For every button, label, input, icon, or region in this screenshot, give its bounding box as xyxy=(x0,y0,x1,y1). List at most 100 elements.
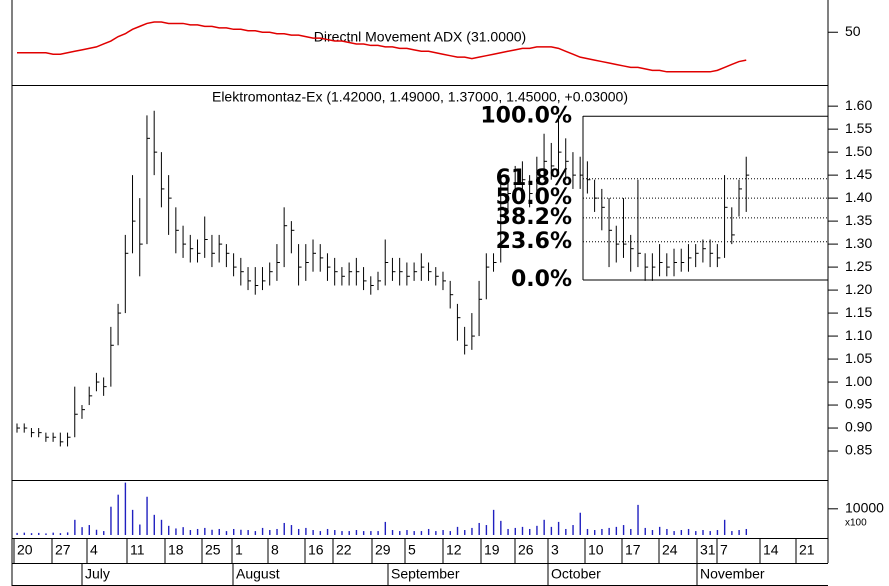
day-label: 4 xyxy=(90,542,98,558)
day-label: 24 xyxy=(662,542,678,558)
volume-bar xyxy=(377,531,379,535)
month-label: November xyxy=(700,566,765,582)
volume-bar xyxy=(247,530,249,535)
volume-bar xyxy=(500,520,502,535)
volume-bar xyxy=(464,530,466,535)
day-label: 5 xyxy=(408,542,416,558)
fib-label: 100.0% xyxy=(480,103,572,128)
volume-bar xyxy=(521,526,524,535)
volume-bar xyxy=(615,526,618,535)
y-tick-label: 1.55 xyxy=(845,120,872,136)
volume-bar xyxy=(59,533,62,535)
day-label: 8 xyxy=(271,542,279,558)
day-label: 22 xyxy=(336,542,352,558)
y-tick-label: 1.05 xyxy=(845,350,872,366)
volume-bar xyxy=(723,519,726,535)
volume-bar xyxy=(66,532,69,535)
fib-label: 38.2% xyxy=(496,205,572,230)
volume-bar xyxy=(529,528,531,535)
y-tick-label: 1.60 xyxy=(845,97,872,113)
day-label: 27 xyxy=(55,542,71,558)
y-tick-label: 1.40 xyxy=(845,189,872,205)
y-tick-label: 1.45 xyxy=(845,166,872,182)
volume-bar xyxy=(630,528,632,535)
volume-bar xyxy=(131,509,134,535)
volume-bar xyxy=(666,528,668,535)
volume-bar xyxy=(543,519,545,535)
volume-bar xyxy=(341,531,343,535)
day-label: 19 xyxy=(484,542,500,558)
y-tick-label: 0.95 xyxy=(845,396,872,412)
volume-unit: x100 xyxy=(845,518,867,529)
price-title: Elektromontaz-Ex (1.42000, 1.49000, 1.37… xyxy=(212,89,628,105)
volume-bar xyxy=(644,527,646,535)
y-tick-label: 1.15 xyxy=(845,304,872,320)
volume-bar xyxy=(110,506,112,535)
volume-bar xyxy=(427,528,430,535)
y-tick-label: 1.30 xyxy=(845,235,872,251)
y-tick-label: 1.10 xyxy=(845,327,872,343)
volume-bar xyxy=(413,531,415,535)
volume-bar xyxy=(261,527,264,535)
fib-label: 0.0% xyxy=(511,267,572,292)
volume-bar xyxy=(687,528,690,535)
volume-bar xyxy=(492,509,495,535)
volume-bar xyxy=(319,531,322,535)
day-label: 10 xyxy=(588,542,604,558)
day-label: 12 xyxy=(446,542,462,558)
month-label: August xyxy=(236,566,280,582)
adx-line xyxy=(17,21,747,73)
volume-bar xyxy=(384,521,387,535)
volume-bar xyxy=(658,526,661,535)
volume-bar xyxy=(391,530,394,535)
volume-bar xyxy=(572,525,574,535)
volume-bar xyxy=(168,525,170,535)
volume-bar xyxy=(478,522,480,535)
volume-bar xyxy=(196,528,199,535)
volume-bar xyxy=(45,533,47,535)
volume-bar xyxy=(30,533,33,535)
volume-bar xyxy=(442,530,444,535)
volume-bar xyxy=(355,530,358,535)
fib-label: 23.6% xyxy=(496,229,572,254)
volume-bar xyxy=(290,525,293,535)
volume-bar xyxy=(326,528,329,535)
volume-bar xyxy=(211,529,213,535)
volume-bar xyxy=(23,532,26,535)
volume-bar xyxy=(233,528,235,535)
volume-bar xyxy=(146,496,148,535)
volume-bar xyxy=(38,532,40,535)
volume-bar xyxy=(52,532,54,535)
volume-bar xyxy=(240,529,242,535)
volume-bar xyxy=(471,527,473,535)
volume-bar xyxy=(117,494,119,535)
volume-bar xyxy=(189,530,192,535)
volume-bar xyxy=(456,526,459,535)
volume-bar xyxy=(297,528,300,535)
day-label: 25 xyxy=(205,542,221,558)
volume-bar xyxy=(702,530,704,535)
volume-bar xyxy=(731,531,733,535)
day-label: 17 xyxy=(625,542,641,558)
volume-bar xyxy=(81,527,83,535)
volume-bar xyxy=(124,482,127,535)
volume-bar xyxy=(745,528,748,535)
volume-bar xyxy=(565,528,567,535)
volume-bar xyxy=(420,531,423,535)
month-label: July xyxy=(85,566,110,582)
volume-bar xyxy=(370,531,372,535)
volume-bar xyxy=(449,531,451,535)
day-label: 29 xyxy=(375,542,391,558)
y-tick-label: 0.90 xyxy=(845,419,872,435)
day-label: 16 xyxy=(308,542,324,558)
month-label: October xyxy=(551,566,601,582)
y-tick-label: 1.25 xyxy=(845,258,872,274)
volume-bar xyxy=(514,527,516,535)
y-tick-label: 1.20 xyxy=(845,281,872,297)
day-label: 26 xyxy=(518,542,534,558)
volume-bar xyxy=(536,525,538,535)
volume-bar xyxy=(557,521,560,535)
volume-bar xyxy=(594,530,596,535)
